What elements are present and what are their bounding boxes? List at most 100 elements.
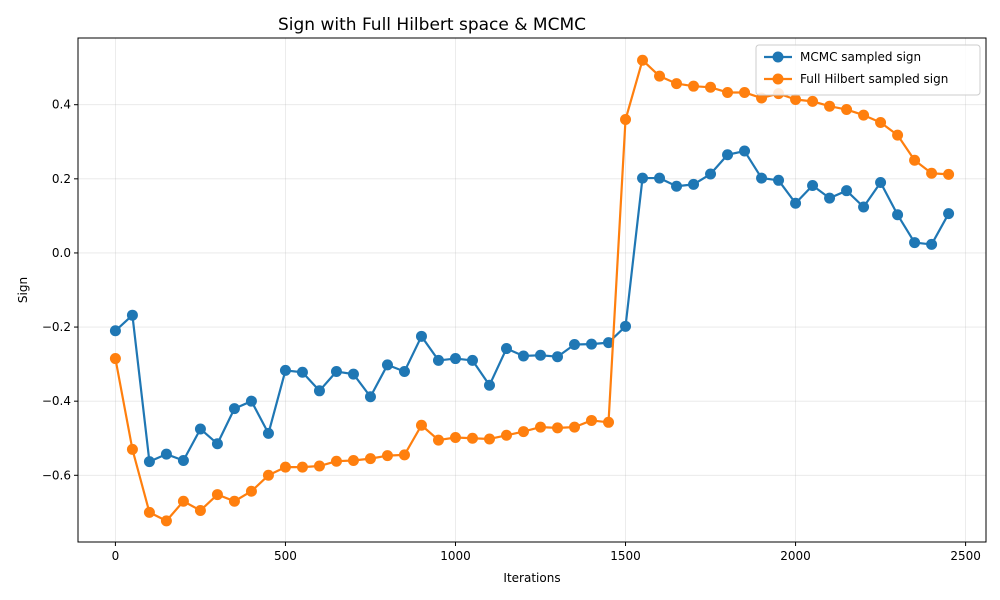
y-tick-label: −0.2	[42, 320, 71, 334]
data-point	[586, 338, 598, 350]
data-point	[841, 185, 853, 197]
data-point	[483, 433, 495, 445]
data-point	[739, 145, 751, 157]
data-point	[415, 330, 427, 342]
data-point	[194, 505, 206, 516]
data-point	[586, 414, 598, 426]
data-point	[875, 177, 887, 189]
data-point	[535, 349, 547, 361]
data-point	[892, 129, 904, 141]
data-point	[620, 114, 632, 126]
data-point	[160, 448, 172, 460]
data-point	[262, 469, 274, 481]
data-point	[466, 354, 478, 366]
data-point	[807, 95, 819, 107]
data-point	[875, 116, 887, 128]
data-point	[330, 366, 342, 378]
data-point	[637, 172, 649, 184]
legend-marker	[772, 73, 784, 85]
data-point	[347, 368, 359, 380]
data-point	[841, 104, 853, 116]
ticks: 0 500 1000 1500 2000 2500 −0.6 −0.4 −0.2 0.0 0.2 0.…	[42, 98, 981, 563]
data-point	[160, 515, 172, 527]
data-point	[432, 354, 444, 366]
data-point	[569, 338, 581, 350]
data-point	[483, 379, 495, 391]
data-point	[722, 149, 734, 161]
data-point	[705, 81, 717, 93]
data-point	[739, 86, 751, 98]
data-point	[620, 320, 632, 332]
data-point	[432, 434, 444, 446]
data-point	[790, 197, 802, 209]
data-point	[824, 100, 836, 112]
data-point	[466, 432, 478, 444]
data-point	[569, 421, 581, 433]
data-point	[722, 86, 734, 98]
data-point	[449, 431, 461, 443]
data-point	[824, 192, 836, 204]
data-point	[500, 429, 512, 441]
data-point	[552, 422, 564, 434]
data-point	[109, 325, 121, 337]
data-point	[245, 395, 257, 407]
x-tick-label: 2500	[950, 549, 981, 563]
data-point	[943, 168, 955, 180]
y-tick-label: 0.0	[52, 246, 71, 260]
data-point	[177, 495, 189, 507]
data-point	[654, 70, 666, 82]
data-point	[398, 449, 410, 461]
data-point	[807, 179, 819, 191]
data-point	[688, 178, 700, 190]
data-point	[500, 343, 512, 355]
x-axis-label: Iterations	[503, 571, 560, 585]
legend-entry: MCMC sampled sign	[764, 50, 921, 64]
data-point	[705, 168, 717, 180]
data-point	[211, 489, 223, 501]
data-point	[517, 350, 529, 362]
data-point	[517, 426, 529, 438]
x-tick-label: 1000	[440, 549, 471, 563]
data-point	[194, 423, 206, 435]
x-tick-label: 500	[274, 549, 297, 563]
data-point	[330, 455, 342, 467]
data-point	[143, 506, 155, 518]
y-tick-label: −0.6	[42, 468, 71, 482]
data-point	[773, 174, 785, 186]
y-axis-label: Sign	[16, 277, 30, 303]
x-tick-label: 2000	[780, 549, 811, 563]
data-point	[552, 351, 564, 363]
data-point	[398, 366, 410, 378]
data-point	[211, 438, 223, 450]
data-point	[415, 419, 427, 431]
data-point	[143, 456, 155, 468]
x-tick-label: 1500	[610, 549, 641, 563]
data-point	[381, 359, 393, 371]
data-point	[926, 238, 938, 250]
data-point	[245, 485, 257, 497]
data-point	[279, 364, 291, 376]
series-0	[109, 145, 955, 468]
data-point	[347, 454, 359, 466]
data-point	[790, 94, 802, 106]
y-tick-label: −0.4	[42, 394, 71, 408]
legend-label: MCMC sampled sign	[800, 50, 921, 64]
series-layer	[109, 54, 955, 527]
data-point	[262, 427, 274, 439]
data-point	[688, 80, 700, 92]
data-point	[892, 209, 904, 221]
data-point	[126, 309, 138, 321]
y-tick-label: 0.2	[52, 172, 71, 186]
data-point	[909, 237, 921, 249]
data-point	[858, 109, 870, 121]
data-point	[364, 391, 376, 403]
chart-title: Sign with Full Hilbert space & MCMC	[278, 15, 586, 35]
data-point	[654, 172, 666, 184]
data-point	[637, 54, 649, 66]
data-point	[296, 461, 308, 473]
data-point	[603, 337, 615, 349]
data-point	[126, 443, 138, 455]
data-point	[228, 403, 240, 415]
